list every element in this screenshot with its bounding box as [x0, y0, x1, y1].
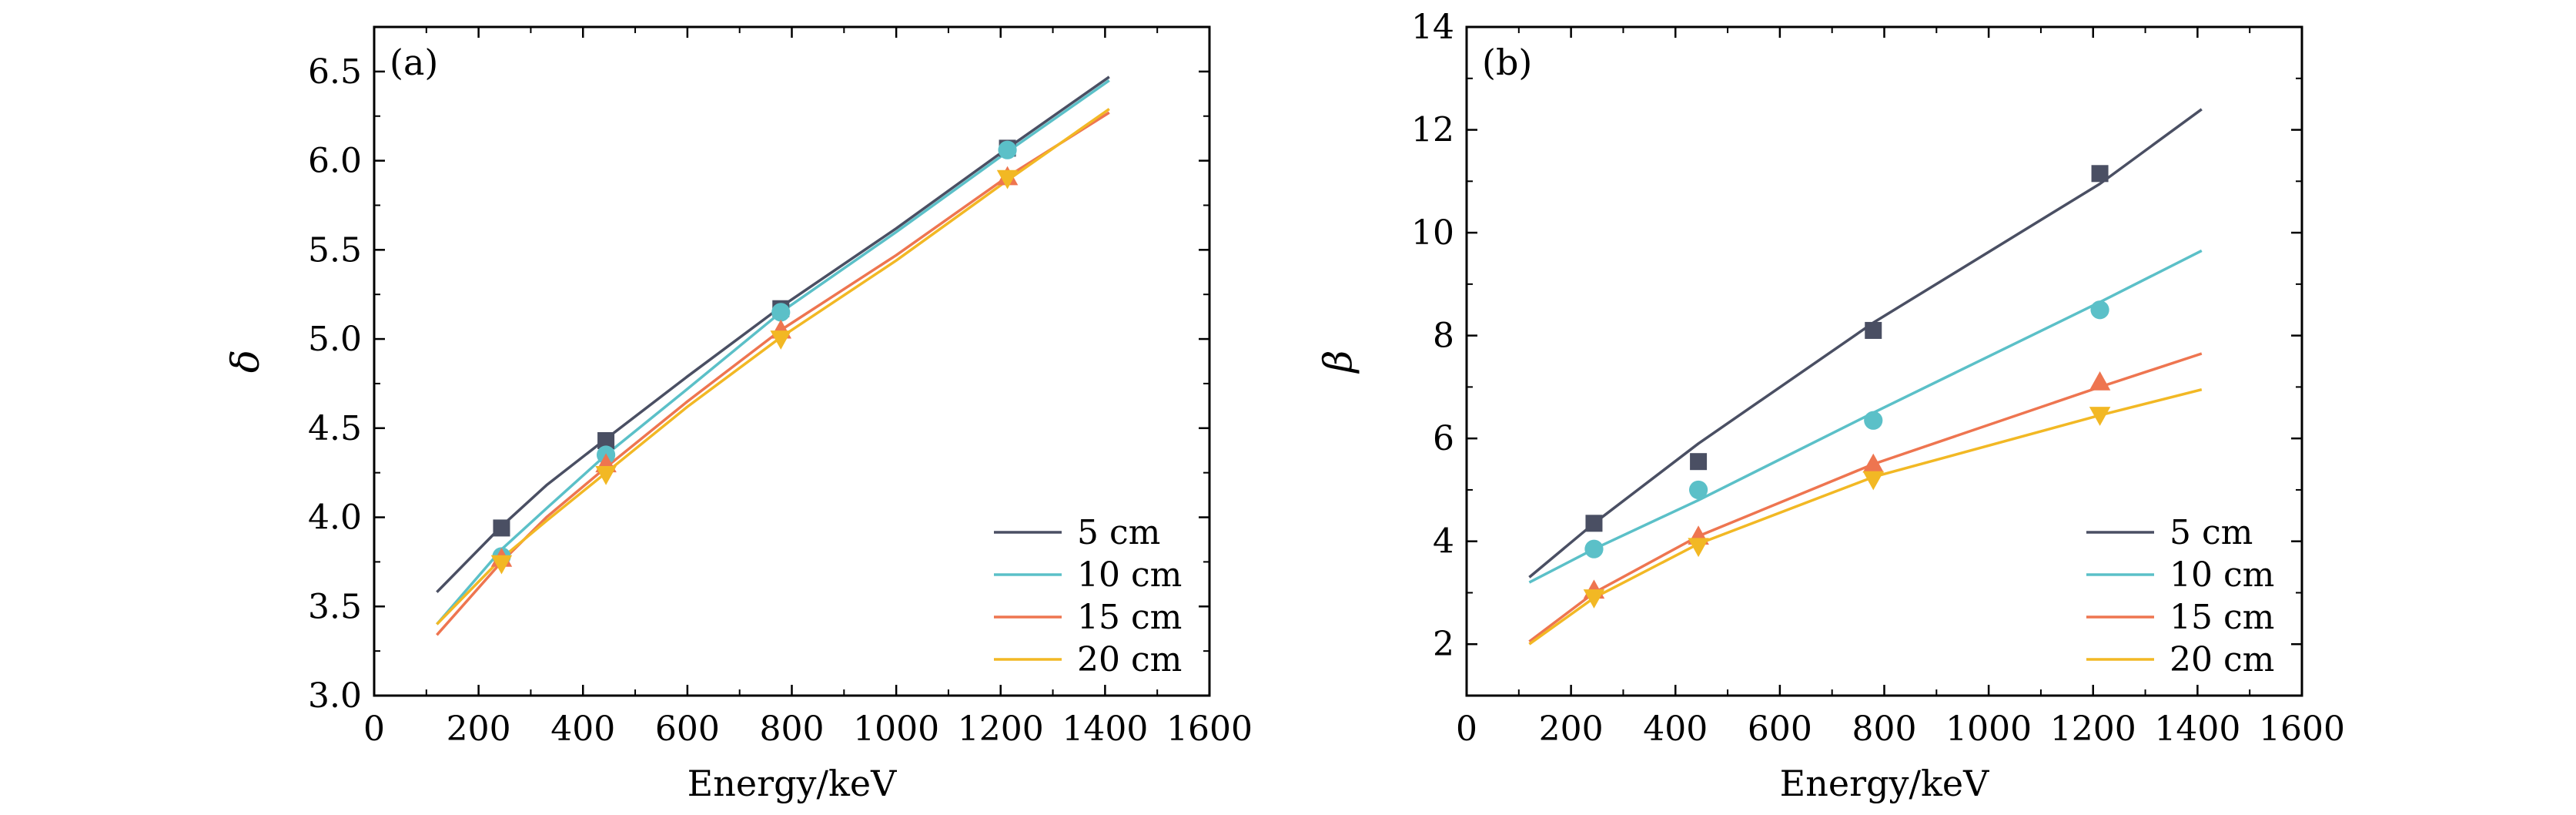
- panel-a-point-20cm: [595, 465, 617, 485]
- panel-b-point-5cm: [1585, 515, 1603, 532]
- panel-a-x-tick-label: 0: [363, 709, 385, 749]
- panel-a-series-line-20cm: [436, 108, 1110, 626]
- panel-b-point-15cm: [1862, 453, 1885, 473]
- panel-a-y-tick-label: 6.0: [308, 142, 362, 181]
- panel-b-x-tick-label: 1200: [2050, 709, 2136, 749]
- panel-b-y-tick-label: 8: [1433, 317, 1454, 356]
- panel-a-y-tick-label: 3.0: [308, 676, 362, 716]
- panel-b-series-line-10cm: [1528, 249, 2203, 584]
- panel-b-y-tick-label: 6: [1433, 419, 1454, 458]
- panel-a-point-5cm: [493, 519, 510, 537]
- panel-b-x-tick-label: 1400: [2154, 709, 2240, 749]
- panel-b-legend-label: 20 cm: [2170, 640, 2274, 679]
- panel-a-y-tick-label: 4.5: [308, 409, 362, 448]
- panel-b-y-tick-label: 12: [1411, 111, 1454, 150]
- panel-a-x-tick-label: 1200: [958, 709, 1044, 749]
- panel-a-point-10cm: [771, 303, 791, 322]
- panel-a-x-tick-label: 400: [550, 709, 615, 749]
- panel-a-x-tick-label: 600: [655, 709, 720, 749]
- panel-b-series-line-5cm: [1528, 108, 2203, 579]
- panel-b-x-tick-label: 1000: [1945, 709, 2032, 749]
- panel-a-x-tick-label: 1000: [853, 709, 939, 749]
- panel-b-series-line-20cm: [1528, 388, 2203, 646]
- panel-b-point-5cm: [1690, 453, 1708, 471]
- panel-b-x-tick-label: 600: [1748, 709, 1812, 749]
- panel-b-legend-label: 15 cm: [2170, 598, 2274, 637]
- panel-b-legend-label: 5 cm: [2170, 513, 2253, 552]
- panel-b-x-axis-title: Energy/keV: [1780, 763, 1989, 804]
- panel-b-y-tick-label: 10: [1411, 213, 1454, 253]
- panel-b-point-10cm: [1584, 539, 1604, 558]
- panel-b-label: (b): [1482, 42, 1532, 83]
- panel-b-y-tick-label: 14: [1411, 8, 1454, 47]
- panel-b-point-20cm: [1862, 471, 1885, 491]
- panel-a-legend-label: 10 cm: [1077, 555, 1182, 595]
- panel-b-x-tick-label: 200: [1539, 709, 1604, 749]
- panel-a-point-20cm: [770, 330, 792, 350]
- panel-a-chart: 0 200 400 600 800 1000 1200 1400 1600 3.0 3.5 4.0 4.…: [223, 25, 1253, 804]
- panel-b-series-line-15cm: [1528, 352, 2203, 643]
- panel-a-x-tick-label: 1400: [1062, 709, 1148, 749]
- panel-a-x-tick-label: 1600: [1166, 709, 1253, 749]
- panel-a-x-axis-title: Energy/keV: [687, 763, 897, 804]
- panel-a-series-line-5cm: [436, 75, 1110, 593]
- panel-b-chart: 0 200 400 600 800 1000 1200 1400 1600 2 4 6 8 10 12 14 (…: [1316, 8, 2345, 804]
- panel-a-point-5cm: [597, 432, 615, 450]
- panel-a-series-line-15cm: [436, 111, 1110, 636]
- panel-a-legend-label: 15 cm: [1077, 598, 1182, 637]
- panel-a-point-20cm: [490, 555, 513, 575]
- panel-b-point-10cm: [2090, 300, 2109, 320]
- panel-a-y-tick-label: 4.0: [308, 498, 362, 538]
- panel-a-point-10cm: [998, 140, 1017, 159]
- panel-b-point-20cm: [2089, 407, 2111, 426]
- panel-a-y-tick-label: 6.5: [308, 52, 362, 92]
- panel-b-y-tick-label: 4: [1433, 522, 1454, 562]
- panel-a-legend-label: 20 cm: [1077, 640, 1182, 679]
- panel-b-point-15cm: [2089, 371, 2111, 391]
- panel-b-y-tick-label: 2: [1433, 625, 1454, 664]
- panel-a-y-tick-label: 5.0: [308, 320, 362, 359]
- panel-a-x-tick-label: 200: [447, 709, 511, 749]
- panel-a-y-tick-label: 3.5: [308, 587, 362, 626]
- panel-b-legend-label: 10 cm: [2170, 555, 2274, 595]
- panel-a-y-tick-label: 5.5: [308, 230, 362, 270]
- panel-b-x-tick-label: 400: [1643, 709, 1708, 749]
- panel-b-point-5cm: [1865, 321, 1882, 339]
- panel-b-x-tick-label: 1600: [2259, 709, 2345, 749]
- panel-b-point-5cm: [2091, 165, 2109, 183]
- panel-a-x-tick-label: 800: [760, 709, 825, 749]
- panel-a-series-line-10cm: [436, 79, 1110, 626]
- panel-a-point-20cm: [996, 169, 1019, 189]
- panel-b-point-10cm: [1688, 480, 1708, 500]
- panel-b-point-20cm: [1688, 538, 1709, 558]
- panel-b-x-tick-label: 0: [1456, 709, 1477, 749]
- panel-a-y-axis-title: δ: [223, 350, 268, 373]
- panel-a-label: (a): [390, 42, 438, 83]
- panel-b-y-axis-title: β: [1316, 350, 1360, 374]
- panel-b-x-tick-label: 800: [1852, 709, 1917, 749]
- panel-b-point-10cm: [1864, 411, 1883, 430]
- panel-a-legend-label: 5 cm: [1077, 513, 1160, 552]
- panel-b-point-20cm: [1583, 589, 1605, 609]
